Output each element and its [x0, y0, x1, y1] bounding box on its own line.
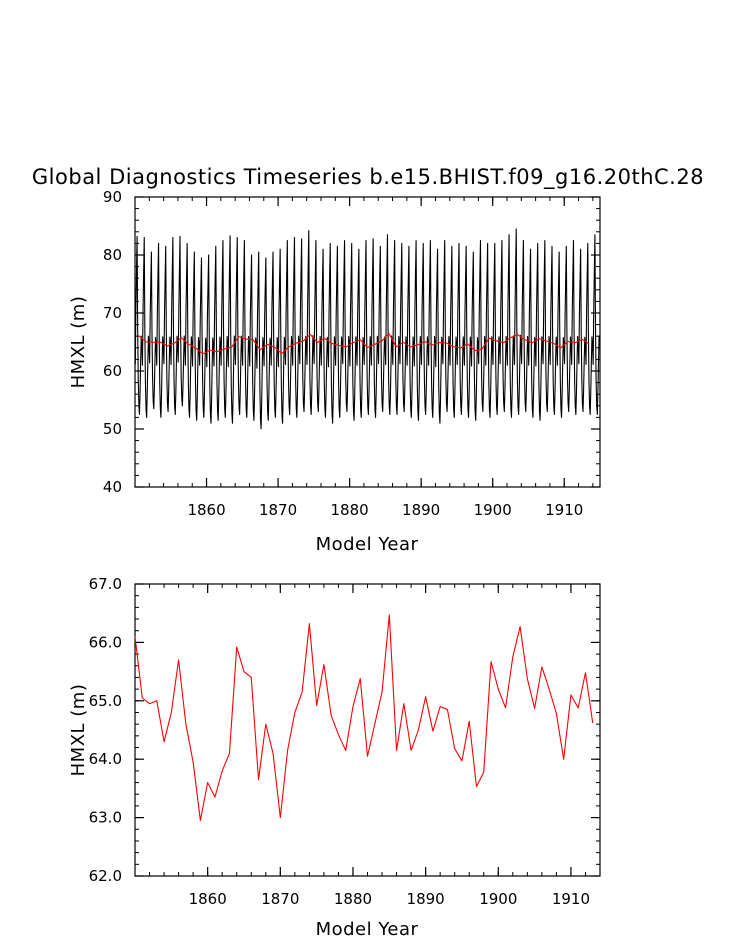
x-tick-label: 1860 — [189, 890, 227, 908]
y-tick-label: 65.0 — [89, 692, 122, 710]
y-tick-label: 60 — [103, 362, 122, 380]
y-tick-label: 67.0 — [89, 575, 122, 593]
plot-area-bottom: 1860 1870 1880 1890 1900 1910 62.0 63.0 64.0 65.0… — [89, 575, 601, 908]
y-tick-label: 40 — [103, 478, 122, 496]
y-axis-label-bottom: HMXL (m) — [68, 684, 89, 777]
chart-title: Global Diagnostics Timeseries b.e15.BHIS… — [32, 165, 704, 190]
plot-area-top: 1860 1870 1880 1890 1900 1910 40 50 60 70 80 90 — [103, 188, 601, 519]
series-monthly-line — [134, 228, 601, 430]
x-axis-label-top: Model Year — [316, 534, 419, 555]
series-annual-mean-line — [134, 614, 594, 822]
x-tick-label: 1890 — [407, 890, 445, 908]
y-tick-label: 66.0 — [89, 633, 122, 651]
chart-top-panel: 1860 1870 1880 1890 1900 1910 40 50 60 70 80 90 Mod… — [68, 188, 601, 555]
y-axis-label-top: HMXL (m) — [68, 296, 89, 389]
x-tick-label: 1910 — [545, 501, 583, 519]
plot-frame — [134, 583, 601, 877]
chart-bottom-panel: 1860 1870 1880 1890 1900 1910 62.0 63.0 64.0 65.0… — [68, 575, 601, 940]
y-tick-label: 63.0 — [89, 809, 122, 827]
x-tick-label: 1880 — [334, 890, 372, 908]
x-tick-label: 1910 — [552, 890, 590, 908]
y-tick-label: 62.0 — [89, 867, 122, 885]
x-tick-label: 1860 — [187, 501, 225, 519]
x-tick-label: 1870 — [261, 890, 299, 908]
x-tick-label: 1890 — [402, 501, 440, 519]
y-tick-label: 50 — [103, 420, 122, 438]
x-tick-label: 1900 — [479, 890, 517, 908]
x-axis-label-bottom: Model Year — [316, 919, 419, 940]
y-tick-label: 70 — [103, 304, 122, 322]
y-tick-label: 90 — [103, 188, 122, 206]
series-annual-mean-line — [138, 332, 590, 355]
x-tick-label: 1900 — [474, 501, 512, 519]
y-tick-label: 80 — [103, 246, 122, 264]
x-tick-label: 1880 — [331, 501, 369, 519]
y-tick-label: 64.0 — [89, 750, 122, 768]
x-tick-label: 1870 — [259, 501, 297, 519]
